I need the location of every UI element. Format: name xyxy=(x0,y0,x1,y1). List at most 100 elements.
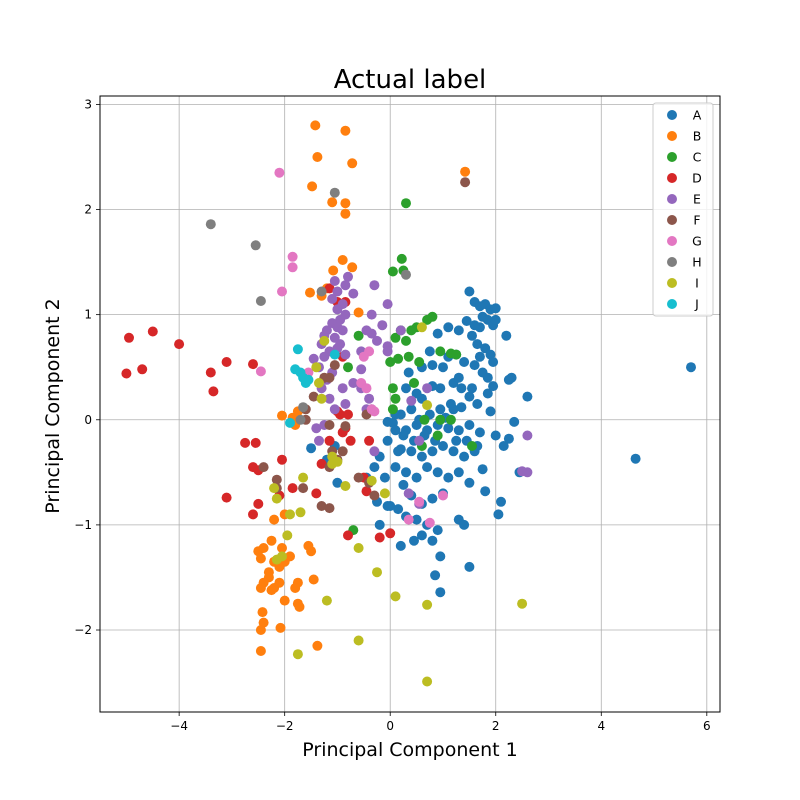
data-point xyxy=(353,543,364,553)
data-point xyxy=(277,454,287,465)
data-point xyxy=(453,325,464,336)
data-point xyxy=(361,383,372,394)
data-point xyxy=(287,262,298,273)
data-point xyxy=(310,120,321,131)
series-e xyxy=(308,271,533,509)
data-point xyxy=(340,481,351,491)
data-point xyxy=(472,399,483,409)
legend-marker xyxy=(667,257,677,267)
data-point xyxy=(174,339,185,350)
data-point xyxy=(364,393,375,404)
data-point xyxy=(422,314,433,325)
data-point xyxy=(453,372,464,383)
data-point xyxy=(401,467,411,478)
data-point xyxy=(316,458,327,469)
data-point xyxy=(395,325,406,336)
data-point xyxy=(451,435,462,446)
data-point xyxy=(414,357,425,367)
chart-title: Actual label xyxy=(334,65,487,95)
data-point xyxy=(443,472,454,483)
x-axis-label: Principal Component 1 xyxy=(302,739,517,761)
data-point xyxy=(387,266,398,277)
data-point xyxy=(377,320,388,331)
data-point xyxy=(382,435,393,446)
data-point xyxy=(509,416,520,427)
data-point xyxy=(353,635,364,646)
data-point xyxy=(432,525,443,536)
data-point xyxy=(522,391,533,402)
data-point xyxy=(308,391,319,402)
data-point xyxy=(345,435,356,446)
data-point xyxy=(435,383,446,394)
data-point xyxy=(422,462,433,473)
data-point xyxy=(393,353,404,364)
data-point xyxy=(294,601,305,612)
legend-label: G xyxy=(692,234,702,249)
x-axis-ticks: −4 −2 0 2 4 6 xyxy=(170,712,711,733)
legend-label: C xyxy=(693,150,702,165)
legend-marker xyxy=(667,236,677,246)
data-point xyxy=(319,351,330,362)
data-point xyxy=(340,208,351,219)
data-point xyxy=(305,287,315,298)
data-point xyxy=(277,543,287,553)
legend-label: E xyxy=(693,192,701,207)
data-point xyxy=(443,423,454,434)
data-point xyxy=(361,325,372,336)
data-point xyxy=(382,416,393,427)
data-point xyxy=(328,265,339,276)
data-point xyxy=(406,404,417,415)
y-tick-label: −2 xyxy=(74,623,92,637)
legend-marker xyxy=(667,299,677,309)
data-point xyxy=(387,404,398,415)
data-point xyxy=(319,335,330,346)
data-point xyxy=(393,446,404,457)
data-point xyxy=(369,462,380,473)
data-point xyxy=(406,325,417,336)
data-point xyxy=(332,304,343,315)
data-point xyxy=(435,414,446,425)
data-point xyxy=(411,388,422,399)
data-point xyxy=(347,158,358,169)
data-point xyxy=(422,599,433,610)
data-point xyxy=(240,437,251,448)
y-axis-label: Principal Component 2 xyxy=(42,298,64,513)
data-point xyxy=(382,501,393,511)
data-point xyxy=(443,322,454,333)
data-point xyxy=(467,383,477,394)
data-point xyxy=(424,346,435,357)
data-point xyxy=(427,493,438,504)
data-point xyxy=(258,543,269,553)
data-point xyxy=(390,591,401,602)
data-point xyxy=(311,488,322,499)
data-point xyxy=(416,322,427,333)
legend-label: B xyxy=(693,129,702,144)
legend-marker xyxy=(667,173,677,183)
data-point xyxy=(292,649,303,660)
data-point xyxy=(401,335,411,346)
data-point xyxy=(522,430,533,441)
data-point xyxy=(490,303,501,314)
data-point xyxy=(312,152,323,162)
data-point xyxy=(332,286,343,297)
data-point xyxy=(369,280,380,291)
data-point xyxy=(255,625,266,635)
data-point xyxy=(453,425,464,436)
data-point xyxy=(300,378,311,388)
data-point xyxy=(369,406,380,417)
x-tick-label: 4 xyxy=(597,719,605,733)
data-point xyxy=(382,346,393,357)
data-point xyxy=(353,307,364,318)
data-point xyxy=(314,378,324,388)
data-point xyxy=(369,446,380,457)
data-point xyxy=(416,530,427,541)
data-point xyxy=(374,519,385,530)
data-point xyxy=(369,490,380,501)
data-point xyxy=(396,253,407,264)
data-point xyxy=(353,330,364,341)
data-point xyxy=(271,493,282,504)
legend-label: A xyxy=(693,108,702,123)
data-point xyxy=(269,514,280,525)
x-tick-label: 2 xyxy=(492,719,500,733)
